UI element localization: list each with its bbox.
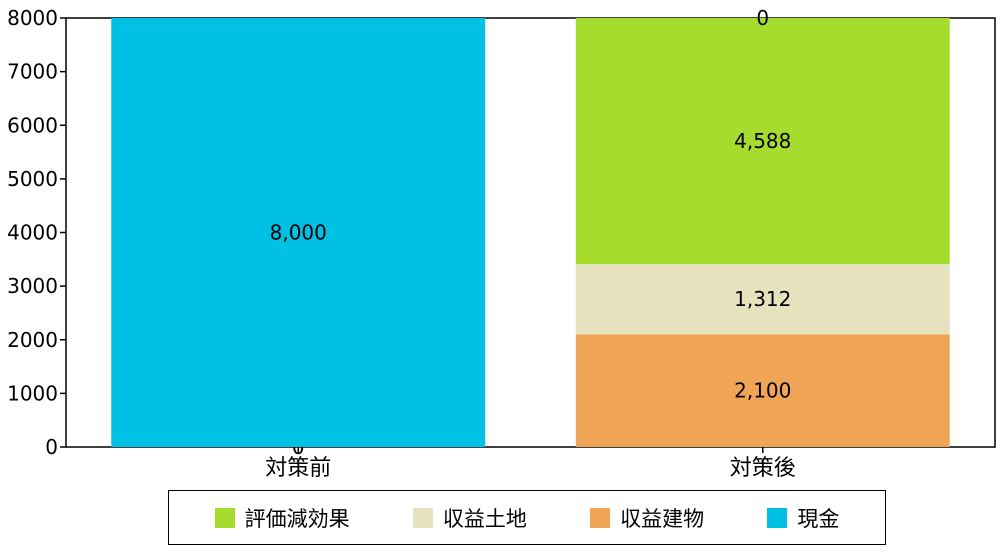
data-label: 1,312: [734, 287, 791, 311]
bar-segment: [575, 18, 950, 265]
bar-segment: [575, 264, 950, 335]
y-tick-label: 3000: [7, 274, 58, 298]
x-category-label: 対策前: [265, 456, 331, 481]
legend-label: 収益建物: [620, 506, 705, 531]
legend-item: 現金: [767, 503, 839, 533]
legend-label: 収益土地: [442, 506, 527, 531]
y-tick-label: 1000: [7, 381, 58, 405]
y-tick-label: 4000: [7, 221, 58, 245]
legend-label: 現金: [797, 506, 840, 531]
y-tick-label: 0: [45, 435, 58, 459]
legend-item: 収益土地: [412, 503, 527, 533]
legend-swatch: [590, 507, 611, 528]
data-label: 2,100: [734, 379, 791, 403]
legend-swatch: [412, 507, 433, 528]
y-tick-label: 5000: [7, 167, 58, 191]
legend-item: 収益建物: [590, 503, 704, 533]
y-tick-label: 6000: [7, 113, 58, 137]
data-label: 0: [756, 6, 769, 30]
legend: 評価減効果 収益土地 収益建物 現金: [168, 490, 886, 545]
stacked-bar-chart: 0 1000 2000 3000 4000 5000 6000 7000 8000 0 8,000 対…: [7, 6, 996, 481]
data-label: 8,000: [270, 221, 327, 245]
legend-label: 評価減効果: [244, 506, 350, 531]
legend-item: 評価減効果: [214, 503, 350, 533]
y-tick-label: 2000: [7, 328, 58, 352]
bar-segment: [575, 334, 950, 447]
legend-swatch: [214, 507, 235, 528]
y-tick-label: 7000: [7, 60, 58, 84]
data-label: 4,588: [734, 129, 791, 153]
bar-segment: [111, 18, 486, 447]
y-tick-label: 8000: [7, 6, 58, 30]
legend-swatch: [767, 507, 788, 528]
x-category-label: 対策後: [730, 456, 796, 481]
